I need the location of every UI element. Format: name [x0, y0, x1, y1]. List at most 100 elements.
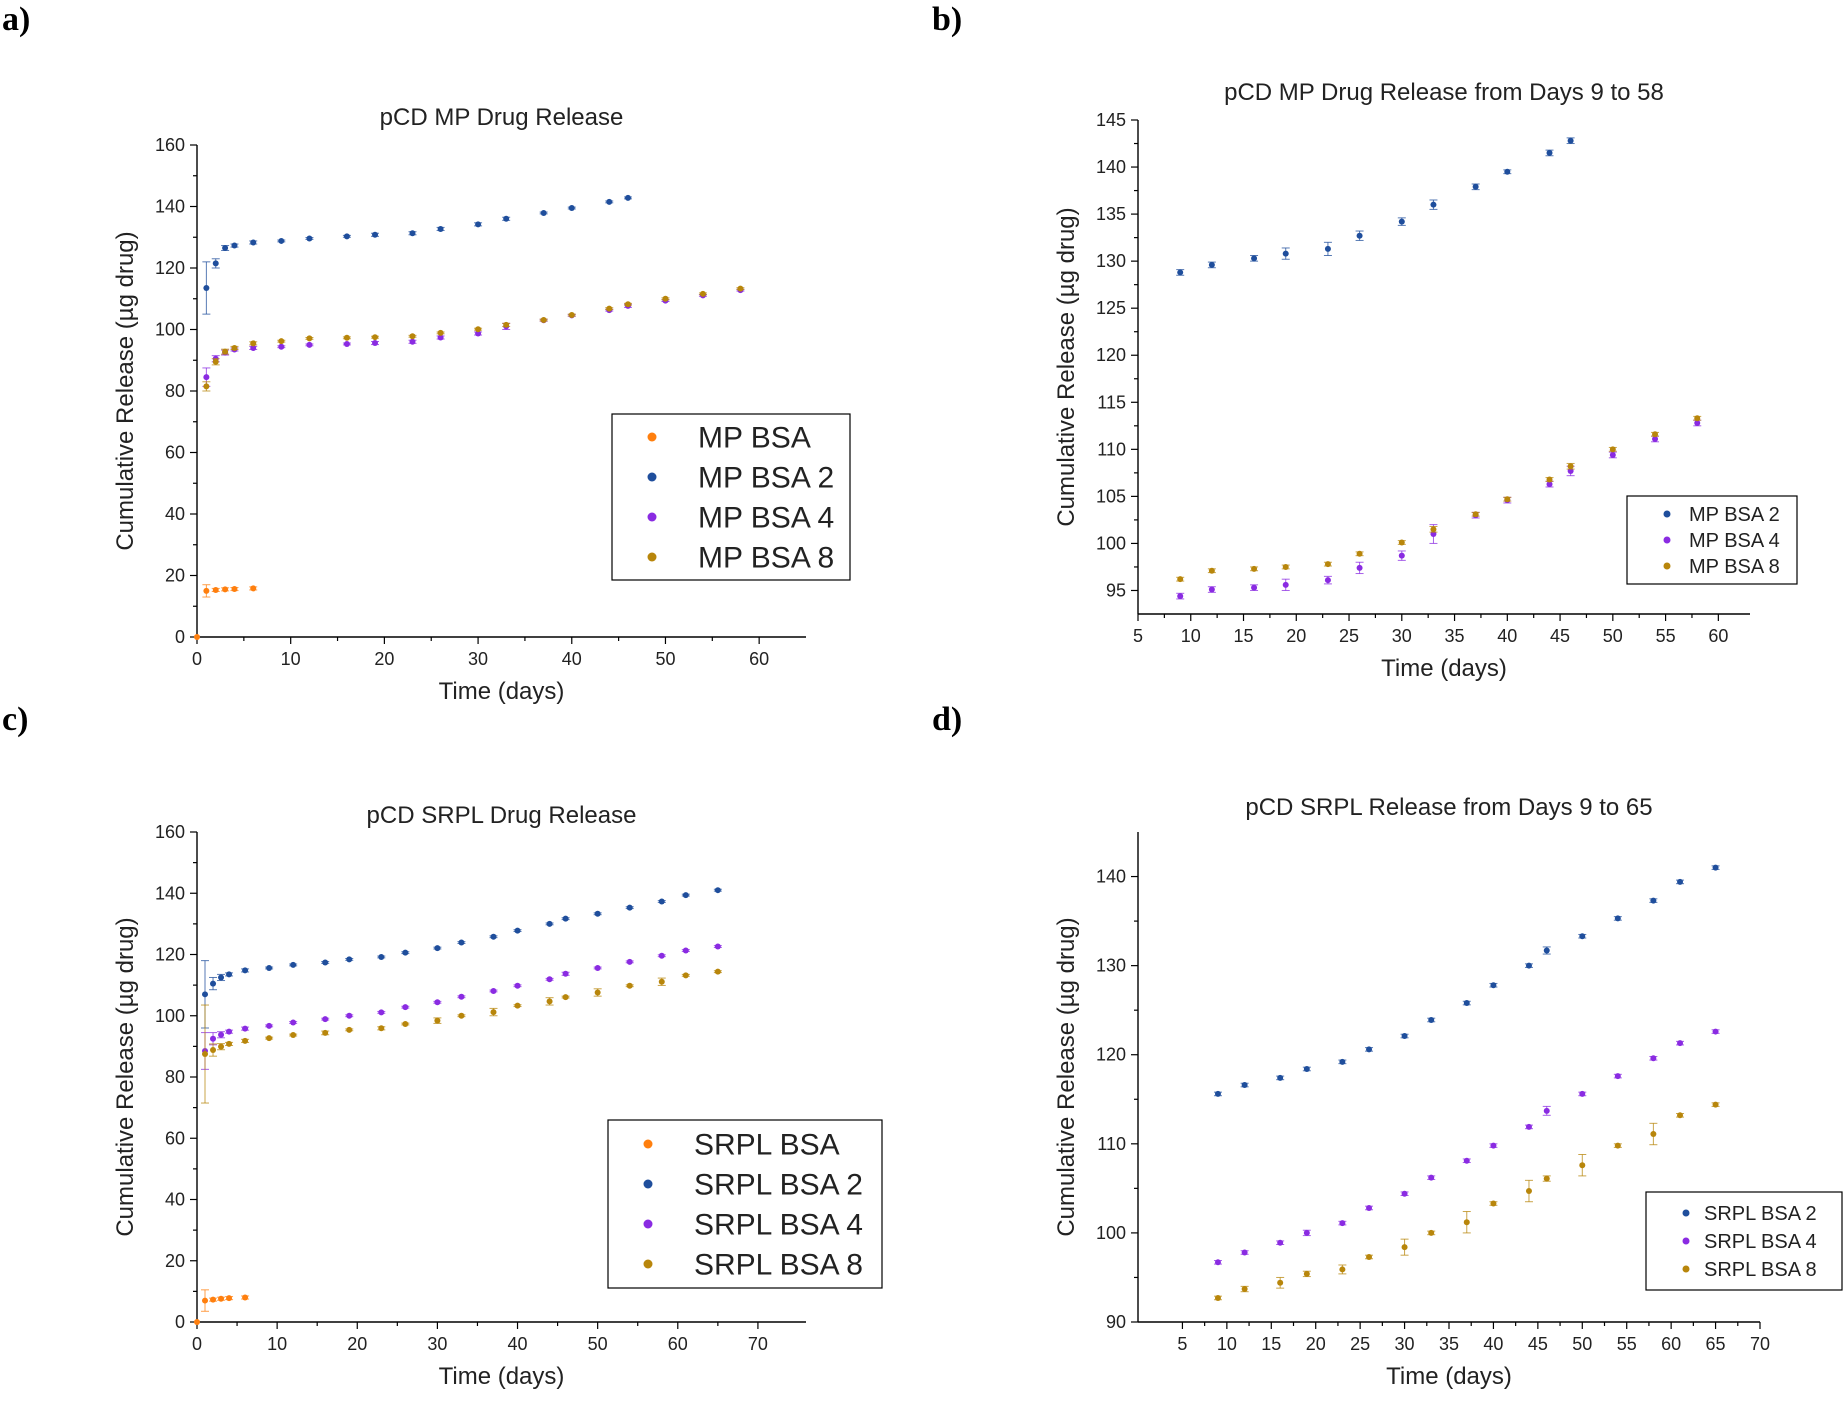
legend-label: SRPL BSA 2: [694, 1169, 863, 1202]
data-point: [624, 301, 631, 308]
x-tick-label: 10: [1217, 1334, 1237, 1354]
data-point: [1609, 451, 1616, 458]
data-point: [1546, 476, 1553, 483]
x-tick-label: 30: [1395, 1334, 1415, 1354]
data-point: [1677, 878, 1684, 885]
legend-label: SRPL BSA 8: [694, 1249, 863, 1282]
x-tick-label: 65: [1706, 1334, 1726, 1354]
data-point: [1463, 1000, 1470, 1007]
legend-label: SRPL BSA: [694, 1129, 840, 1162]
data-point: [1177, 576, 1184, 583]
series-mp-bsa-2: [1176, 137, 1575, 276]
y-tick-label: 20: [165, 566, 185, 586]
data-point: [231, 344, 238, 351]
series-srpl-bsa-4: [201, 943, 722, 1070]
chart-panel-4: d) pCD SRPL Release from Days 9 to 65 5 10 1…: [932, 701, 1843, 1390]
legend-label: MP BSA 4: [1689, 530, 1780, 552]
x-tick-label: 30: [1392, 626, 1412, 646]
data-point: [226, 971, 233, 978]
legend-label: SRPL BSA 4: [1704, 1231, 1817, 1253]
data-point: [606, 198, 613, 205]
y-tick-label: 125: [1096, 298, 1126, 318]
y-tick-label: 110: [1097, 1134, 1126, 1154]
x-tick-label: 40: [508, 1334, 528, 1354]
data-point: [490, 933, 497, 940]
legend-marker: [643, 1139, 653, 1149]
data-point: [278, 338, 285, 345]
x-tick-label: 25: [1350, 1334, 1370, 1354]
data-point: [194, 634, 200, 640]
data-point: [322, 1016, 329, 1023]
data-point: [682, 972, 689, 979]
panel-label: a): [2, 1, 30, 38]
x-tick-label: 55: [1656, 626, 1676, 646]
series-mp-bsa-2: [202, 194, 632, 315]
data-point: [402, 1004, 409, 1011]
data-point: [1401, 1244, 1408, 1251]
legend-label: SRPL BSA 2: [1704, 1203, 1817, 1225]
data-point: [1614, 915, 1621, 922]
data-point: [203, 374, 210, 381]
legend-marker: [1663, 562, 1671, 570]
data-point: [434, 999, 441, 1006]
data-point: [714, 943, 721, 950]
y-tick-label: 80: [165, 381, 185, 401]
data-point: [1251, 255, 1258, 262]
y-tick-label: 160: [155, 822, 185, 842]
series-mp-bsa-4: [1176, 419, 1702, 600]
x-tick-label: 20: [1306, 1334, 1326, 1354]
data-point: [1401, 1190, 1408, 1197]
data-point: [699, 290, 706, 297]
data-point: [1677, 1112, 1684, 1119]
data-point: [562, 970, 569, 977]
data-point: [658, 898, 665, 905]
data-point: [546, 976, 553, 983]
x-axis-label: Time (days): [439, 1363, 565, 1390]
x-tick-label: 40: [1497, 626, 1517, 646]
data-point: [1472, 511, 1479, 518]
y-tick-label: 140: [1096, 157, 1126, 177]
data-point: [346, 956, 353, 963]
y-tick-label: 130: [1096, 956, 1126, 976]
data-point: [1303, 1270, 1310, 1277]
data-point: [624, 194, 631, 201]
data-point: [402, 1021, 409, 1028]
data-point: [1208, 261, 1215, 268]
data-point: [1546, 481, 1553, 488]
data-point: [372, 231, 379, 238]
data-point: [437, 329, 444, 336]
data-point: [562, 915, 569, 922]
y-axis-label: Cumulative Release (µg drug): [112, 917, 139, 1236]
data-point: [306, 335, 313, 342]
data-point: [1694, 415, 1701, 422]
x-axis-label: Time (days): [1381, 655, 1507, 682]
data-point: [1504, 496, 1511, 503]
data-point: [231, 586, 238, 593]
data-point: [222, 586, 229, 593]
data-point: [1241, 1286, 1248, 1293]
y-tick-label: 40: [165, 1190, 185, 1210]
x-tick-label: 15: [1261, 1334, 1281, 1354]
x-tick-label: 50: [588, 1334, 608, 1354]
chart-panel-3: c) pCD SRPL Drug Release 0 10 20 30 40 50 60 70 0 2…: [2, 701, 883, 1390]
data-point: [250, 239, 257, 246]
data-point: [409, 338, 416, 345]
series-mp-bsa-4: [202, 287, 745, 387]
legend-marker: [647, 472, 657, 482]
x-tick-label: 20: [1286, 626, 1306, 646]
y-tick-label: 40: [165, 504, 185, 524]
data-point: [250, 340, 257, 347]
data-point: [1356, 232, 1363, 239]
data-point: [203, 587, 210, 594]
data-point: [1398, 552, 1405, 559]
y-tick-label: 100: [1096, 1223, 1126, 1243]
data-point: [1324, 245, 1331, 252]
data-point: [212, 358, 219, 365]
data-point: [434, 1017, 441, 1024]
x-tick-label: 5: [1177, 1334, 1187, 1354]
x-tick-label: 15: [1234, 626, 1254, 646]
data-point: [546, 920, 553, 927]
legend-box: [1626, 495, 1798, 585]
legend-marker: [643, 1259, 653, 1269]
x-tick-label: 10: [281, 649, 301, 669]
